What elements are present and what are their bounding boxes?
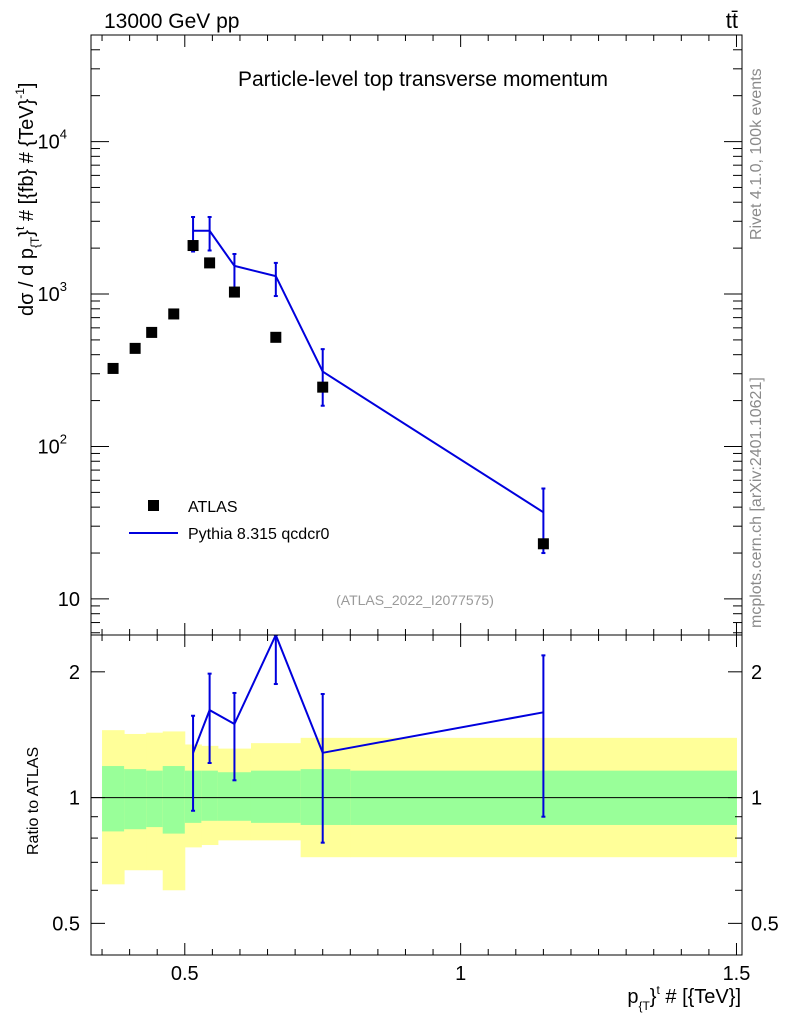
atlas-data-point — [317, 381, 329, 393]
x-tick-label: 1 — [455, 963, 466, 985]
atlas-data-point — [107, 362, 119, 374]
x-tick-label: 1.5 — [723, 963, 751, 985]
y-tick-label: 10 — [58, 589, 80, 611]
pythia-line — [193, 229, 544, 514]
main-frame — [90, 34, 743, 636]
ratio-y-tick-label: 1 — [69, 788, 80, 810]
ratio-y-tick-label: 0.5 — [52, 913, 80, 935]
uncertainty-band-inner — [102, 766, 125, 832]
atlas-data-point — [228, 286, 240, 298]
y-tick-label: 102 — [38, 431, 67, 458]
ratio-frame — [90, 634, 743, 956]
atlas-data-point — [129, 342, 141, 354]
uncertainty-band-inner — [146, 770, 164, 828]
source-label: mcplots.cern.ch [arXiv:2401.10621] — [748, 377, 765, 628]
legend-label-pythia: Pythia 8.315 qcdcr0 — [188, 526, 330, 543]
atlas-data-point — [270, 331, 282, 343]
process-label: tt̄ — [726, 8, 738, 33]
y-tick-label: 104 — [38, 127, 67, 154]
atlas-data-point — [187, 240, 199, 252]
energy-label: 13000 GeV pp — [104, 10, 239, 33]
uncertainty-band-inner — [201, 770, 219, 821]
legend-label-atlas: ATLAS — [188, 499, 238, 516]
ratio-y-tick-label-right: 1 — [751, 788, 762, 810]
x-axis-title: p{T}t # [{TeV}] — [627, 983, 741, 1013]
ratio-panel: 0.5 1 1.5 0.5 0.5 1 1 2 2 Ratio to ATLAS — [25, 634, 779, 985]
uncertainty-band-inner — [250, 770, 302, 823]
main-y-axis-title: dσ / d p{T}t # [{fb} # {TeV}-1] — [13, 83, 42, 316]
main-panel: 10 102 103 104 Particle-level top transvers… — [13, 34, 743, 647]
uncertainty-band-inner — [124, 769, 147, 830]
ratio-pythia-line — [192, 635, 544, 754]
rivet-version-label: Rivet 4.1.0, 100k events — [748, 68, 765, 240]
ratio-y-tick-label-right: 0.5 — [751, 913, 779, 935]
x-tick-label: 0.5 — [171, 963, 199, 985]
ratio-y-axis-title: Ratio to ATLAS — [25, 747, 42, 855]
main-title: Particle-level top transverse momentum — [238, 68, 608, 91]
ratio-y-tick-label: 2 — [69, 662, 80, 684]
y-tick-label: 103 — [38, 279, 67, 306]
atlas-data-point — [537, 538, 549, 550]
uncertainty-band-inner — [162, 766, 186, 834]
uncertainty-band-inner — [300, 769, 351, 825]
legend: ATLAS Pythia 8.315 qcdcr0 — [129, 499, 330, 543]
watermark-label: (ATLAS_2022_I2077575) — [336, 592, 494, 608]
atlas-data-point — [168, 308, 180, 320]
ratio-y-tick-label-right: 2 — [751, 662, 762, 684]
legend-marker-atlas — [148, 500, 159, 511]
atlas-data-point — [146, 326, 158, 338]
atlas-data-point — [204, 257, 216, 269]
